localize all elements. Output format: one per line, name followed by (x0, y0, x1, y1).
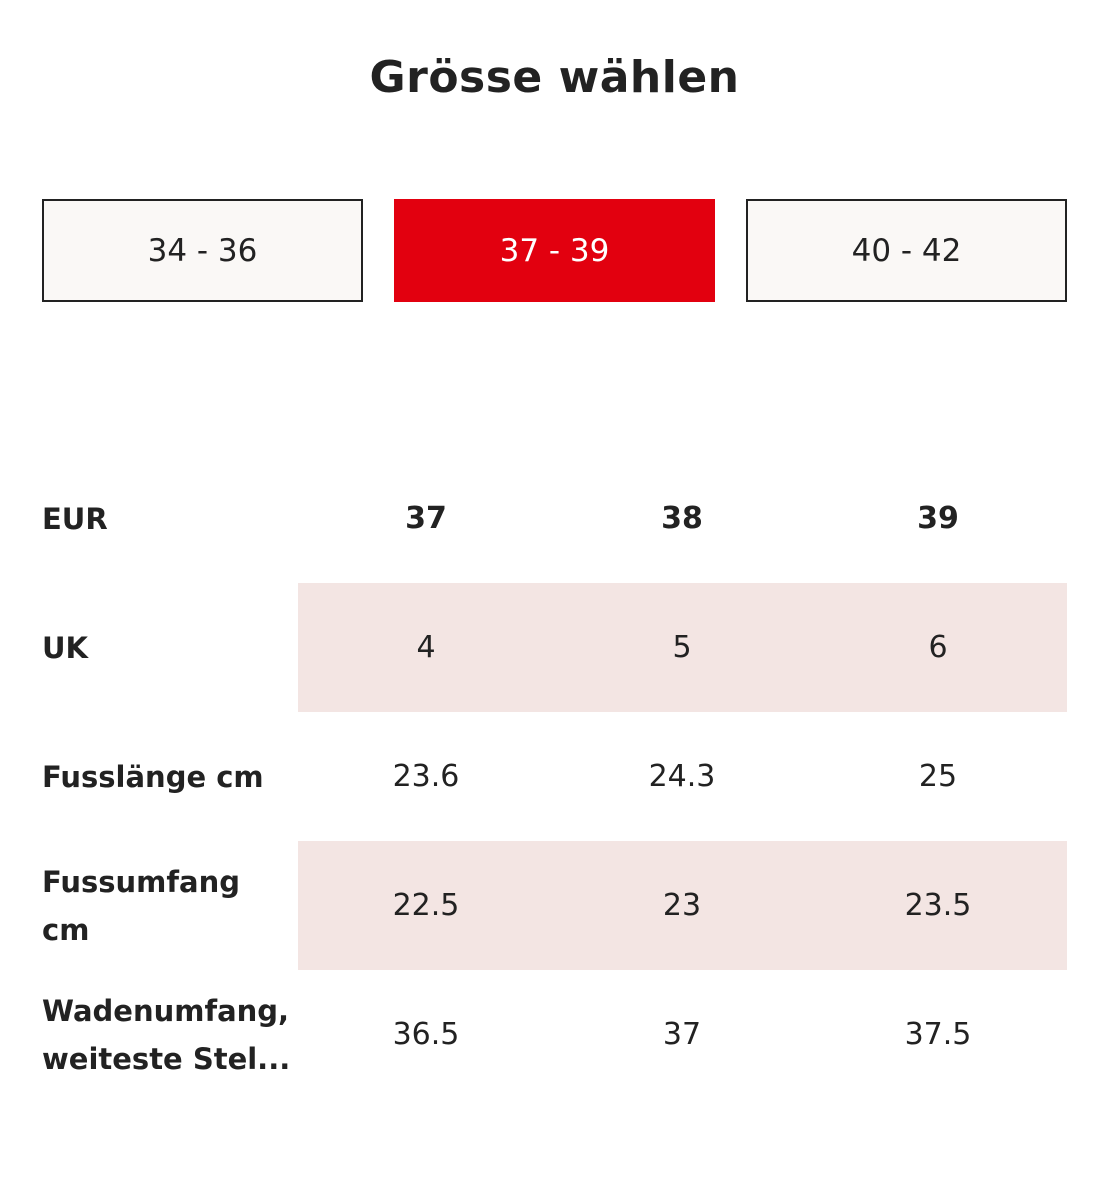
table-cell: 23.5 (904, 888, 972, 923)
table-row-calf-circumference: Wadenumfang, weiteste Stel... 36.5 37 37… (42, 970, 1067, 1099)
size-range-button-37-39[interactable]: 37 - 39 (394, 199, 715, 302)
table-cell: 4 (416, 630, 436, 665)
table-cell: 23.6 (392, 759, 460, 794)
table-row-eur: EUR 37 38 39 (42, 454, 1067, 583)
size-range-selector: 34 - 36 37 - 39 40 - 42 (42, 199, 1067, 302)
row-label: UK (42, 630, 89, 665)
table-cell: 36.5 (392, 1017, 460, 1052)
table-row-foot-length: Fusslänge cm 23.6 24.3 25 (42, 712, 1067, 841)
table-cell: 25 (918, 759, 958, 794)
table-row-uk: UK 4 5 6 (42, 583, 1067, 712)
table-cell: 37 (662, 1017, 702, 1052)
table-cell: 37.5 (904, 1017, 972, 1052)
table-cell: 38 (661, 501, 703, 536)
row-label: EUR (42, 501, 108, 536)
table-cell: 5 (672, 630, 692, 665)
row-label: Fussumfang cm (42, 864, 240, 947)
table-cell: 39 (917, 501, 959, 536)
size-range-button-34-36[interactable]: 34 - 36 (42, 199, 363, 302)
table-cell: 6 (928, 630, 948, 665)
row-label: Wadenumfang, weiteste Stel... (42, 993, 291, 1076)
size-range-button-40-42[interactable]: 40 - 42 (746, 199, 1067, 302)
size-table: EUR 37 38 39 UK 4 5 6 Fusslänge cm 23.6 … (42, 454, 1067, 1099)
table-cell: 37 (405, 501, 447, 536)
table-row-foot-circumference: Fussumfang cm 22.5 23 23.5 (42, 841, 1067, 970)
row-label: Fusslänge cm (42, 759, 264, 794)
table-cell: 23 (662, 888, 702, 923)
table-cell: 22.5 (392, 888, 460, 923)
page-title: Grösse wählen (369, 52, 740, 103)
table-cell: 24.3 (648, 759, 716, 794)
